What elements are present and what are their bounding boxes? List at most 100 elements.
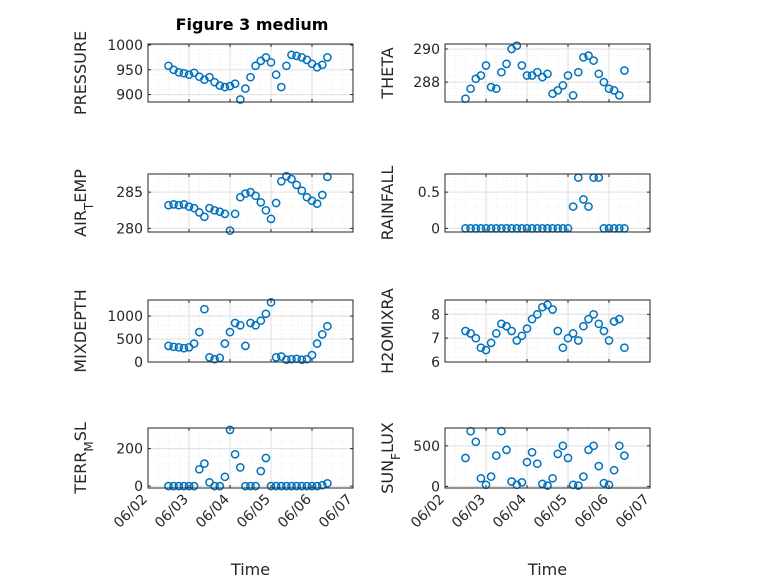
y-tick-label: 1000 (107, 38, 143, 54)
data-point (276, 176, 286, 186)
data-point (246, 72, 255, 82)
data-point (522, 71, 532, 80)
data-point (573, 67, 583, 77)
data-point (517, 477, 527, 487)
x-tick-label: 06/06 (275, 491, 315, 531)
x-tick-label: 06/03 (449, 492, 489, 532)
data-point (282, 61, 291, 71)
data-point (461, 326, 470, 336)
data-point (568, 202, 578, 211)
data-point (317, 190, 327, 200)
y-axis-label: SUNFLUX (378, 422, 403, 494)
data-point (609, 317, 619, 326)
data-point (210, 354, 219, 364)
data-point (589, 441, 598, 451)
data-point (486, 82, 496, 92)
data-point (599, 478, 609, 488)
y-tick-label: 0 (431, 221, 440, 237)
data-point (200, 304, 209, 314)
x-tick-label: 06/07 (316, 492, 356, 532)
data-point (271, 481, 281, 491)
axes-box (147, 43, 354, 103)
data-point (210, 481, 219, 491)
data-point (558, 343, 568, 353)
data-point (573, 336, 583, 345)
data-point (471, 333, 481, 343)
data-point (307, 481, 317, 491)
x-axis-label: Time (230, 560, 270, 579)
data-point (200, 212, 209, 222)
y-axis-label: TERRMSL (71, 422, 96, 495)
data-point (282, 355, 291, 365)
x-tick-label: 06/02 (111, 492, 151, 532)
data-point (241, 189, 250, 198)
y-tick-label: 200 (116, 442, 143, 458)
data-point (215, 481, 225, 491)
axes-box (147, 173, 354, 233)
data-point (246, 481, 255, 491)
data-point (548, 305, 557, 314)
data-point (179, 68, 189, 78)
data-point (466, 329, 475, 338)
data-point (614, 314, 624, 324)
y-tick-label: 0 (134, 479, 143, 495)
data-point (491, 451, 501, 460)
data-point (189, 481, 199, 491)
data-point (169, 342, 178, 352)
subplot-terr_msl: 0 200 06/02 06/03 06/04 06/05 06/06 06/07 Time TE… (71, 422, 356, 579)
data-point (297, 53, 307, 62)
data-point (235, 95, 245, 104)
x-tick-label: 06/02 (408, 492, 448, 532)
data-point (323, 172, 332, 182)
data-point (287, 481, 296, 491)
y-tick-label: 1000 (107, 309, 143, 325)
data-point (543, 300, 552, 310)
data-point (532, 309, 542, 319)
y-axis-label: PRESSURE (71, 31, 90, 115)
data-point (266, 481, 276, 491)
data-point (584, 314, 593, 324)
data-point (215, 207, 225, 217)
x-tick-label: 06/04 (490, 491, 530, 531)
data-point (297, 355, 307, 365)
y-axis-label: H2OMIXRA (378, 288, 397, 374)
data-point (220, 209, 230, 219)
data-point (599, 77, 609, 87)
data-point (543, 69, 552, 79)
data-point (282, 481, 291, 491)
data-point (241, 481, 250, 491)
x-tick-label: 06/04 (193, 491, 233, 531)
data-point (604, 84, 614, 94)
data-point (563, 453, 573, 463)
data-point (491, 329, 501, 338)
data-point (179, 481, 189, 491)
data-point (573, 481, 583, 490)
y-tick-label: 0 (431, 479, 440, 495)
data-point (614, 91, 624, 100)
data-point (307, 350, 317, 360)
axes-box (444, 427, 651, 489)
data-point (568, 329, 578, 338)
data-point (174, 481, 184, 491)
data-point (225, 425, 235, 435)
data-point (594, 461, 604, 471)
data-point (486, 472, 496, 481)
subplot-air_temp: 280 285 AIRTEMP (71, 169, 354, 237)
data-point (517, 61, 527, 70)
data-point (558, 81, 568, 90)
data-point (466, 84, 475, 94)
subplot-pressure: 900 950 1000 PRESSURE (71, 31, 354, 115)
data-point (481, 345, 491, 355)
data-point (292, 51, 301, 61)
data-point (323, 53, 332, 62)
data-point (261, 53, 271, 62)
data-point (200, 75, 209, 85)
data-point (589, 309, 598, 319)
y-tick-label: 0.5 (418, 185, 440, 201)
data-point (164, 200, 173, 210)
data-point (620, 451, 629, 460)
data-point (225, 226, 235, 235)
data-point (568, 91, 578, 100)
x-tick-label: 06/05 (531, 492, 571, 532)
